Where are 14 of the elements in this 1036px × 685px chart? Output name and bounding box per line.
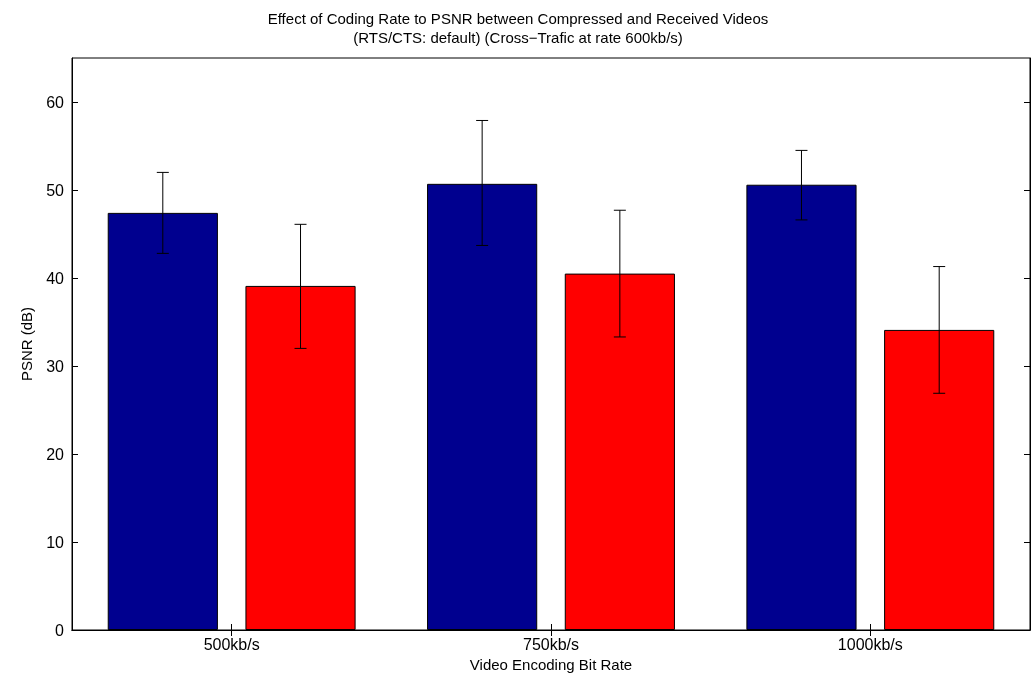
y-tick-label: 10 — [46, 533, 65, 551]
x-tick-label: 750kb/s — [522, 635, 580, 653]
x-tick-label: 500kb/s — [203, 635, 260, 653]
y-tick-label: 20 — [46, 445, 65, 463]
y-axis-title: PSNR (dB) — [18, 306, 35, 382]
y-tick-label: 30 — [46, 357, 65, 375]
y-tick-label: 60 — [46, 93, 65, 111]
y-tick-label: 0 — [55, 621, 65, 639]
x-tick-label: 1000kb/s — [837, 635, 903, 653]
x-axis-title: Video Encoding Bit Rate — [469, 655, 633, 673]
chart-subtitle: (RTS/CTS: default) (Cross−Trafic at rate 600kb/s) — [353, 29, 683, 46]
y-tick-label: 40 — [46, 269, 65, 287]
chart-title: Effect of Coding Rate to PSNR between Compressed and Received Videos — [267, 10, 769, 27]
y-tick-label: 50 — [46, 181, 65, 199]
